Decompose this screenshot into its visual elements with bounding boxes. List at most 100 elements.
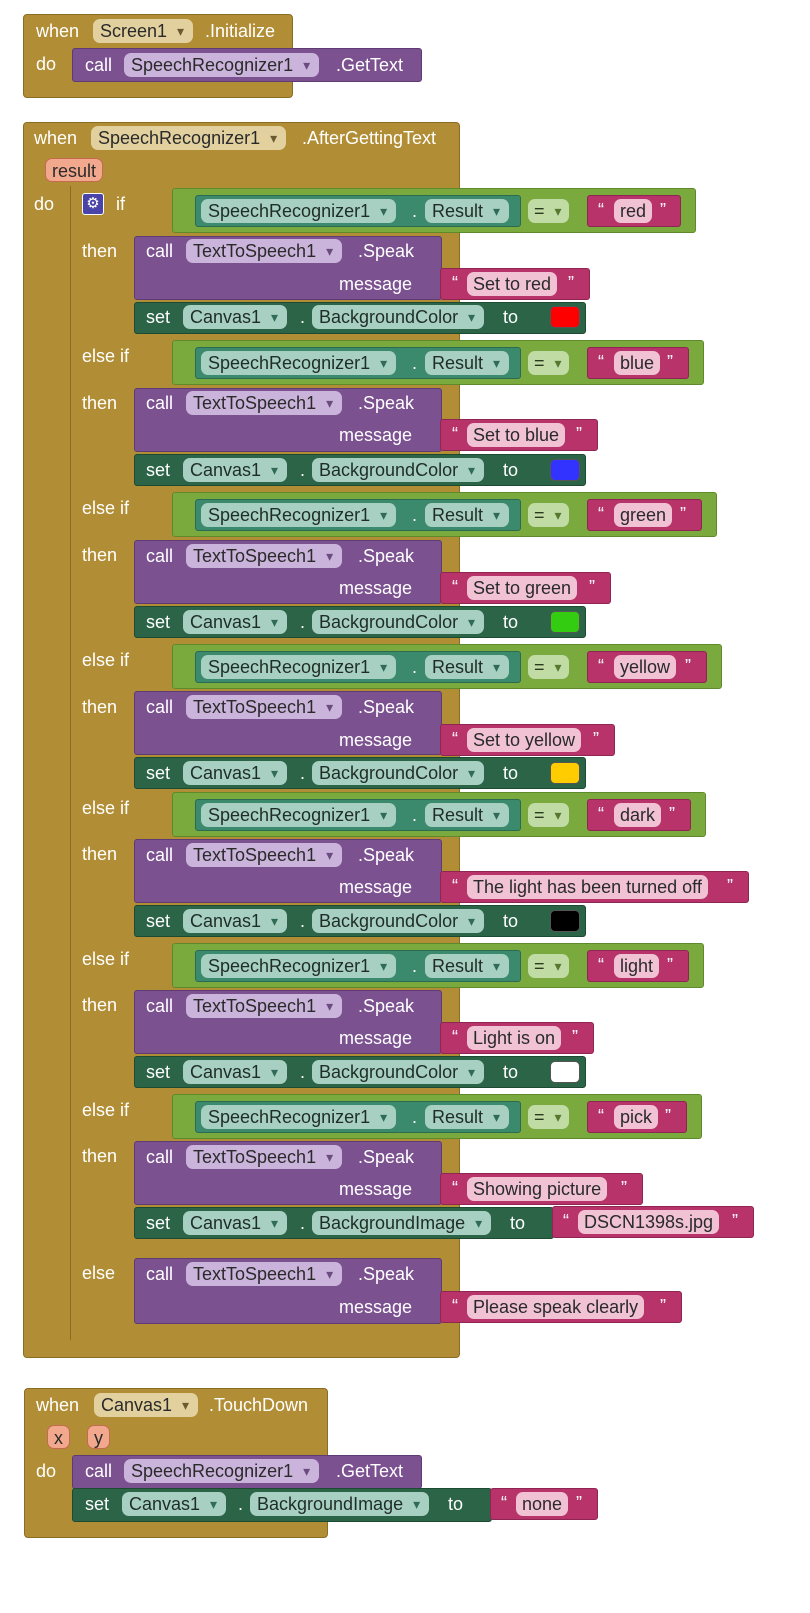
property-dropdown-backgroundcolor[interactable]: BackgroundColor [312, 610, 485, 634]
component-dropdown-texttospeech[interactable]: TextToSpeech1 [186, 843, 343, 867]
component-dropdown-canvas[interactable]: Canvas1 [183, 610, 288, 634]
string-value-light[interactable]: light [614, 954, 660, 978]
operator-dropdown-equals[interactable]: = [528, 655, 569, 679]
color-swatch-green[interactable] [550, 611, 580, 633]
component-dropdown-speechrecognizer[interactable]: SpeechRecognizer1 [201, 803, 397, 827]
operator-dropdown-equals[interactable]: = [528, 199, 569, 223]
string-value-blue[interactable]: blue [614, 351, 661, 375]
string-value-yellow[interactable]: yellow [614, 655, 677, 679]
gear-icon[interactable]: ⚙ [82, 193, 104, 215]
property-dropdown-backgroundimage[interactable]: BackgroundImage [250, 1492, 430, 1516]
dot-label: . [300, 612, 306, 632]
color-swatch-blue[interactable] [550, 459, 580, 481]
component-dropdown-speechrecognizer[interactable]: SpeechRecognizer1 [91, 126, 287, 150]
component-dropdown-canvas[interactable]: Canvas1 [94, 1393, 199, 1417]
operator-dropdown-equals[interactable]: = [528, 954, 569, 978]
message-value[interactable]: Set to blue [467, 423, 566, 447]
param-result[interactable]: result [45, 158, 104, 182]
property-dropdown-result[interactable]: Result [425, 351, 510, 375]
color-swatch-black[interactable] [550, 910, 580, 932]
operator-dropdown-equals[interactable]: = [528, 1105, 569, 1129]
message-value[interactable]: Set to green [467, 576, 578, 600]
property-dropdown-result[interactable]: Result [425, 503, 510, 527]
property-dropdown-result[interactable]: Result [425, 803, 510, 827]
message-value[interactable]: Set to yellow [467, 728, 582, 752]
component-dropdown-canvas[interactable]: Canvas1 [183, 909, 288, 933]
quote-close-icon: ” [680, 504, 686, 524]
dot-label: . [300, 911, 306, 931]
quote-close-icon: ” [732, 1211, 738, 1231]
dot-label: . [412, 1107, 418, 1127]
message-label: message [339, 1028, 413, 1048]
operator-dropdown-equals[interactable]: = [528, 503, 569, 527]
string-value-pick[interactable]: pick [614, 1105, 659, 1129]
component-dropdown-canvas[interactable]: Canvas1 [183, 305, 288, 329]
component-dropdown-speechrecognizer[interactable]: SpeechRecognizer1 [201, 503, 397, 527]
to-label: to [503, 460, 519, 480]
string-value-none[interactable]: none [516, 1492, 569, 1516]
property-dropdown-result[interactable]: Result [425, 954, 510, 978]
message-value[interactable]: Showing picture [467, 1177, 608, 1201]
quote-open-icon: “ [501, 1493, 507, 1513]
image-filename-value[interactable]: DSCN1398s.jpg [578, 1210, 720, 1234]
component-dropdown-speechrecognizer[interactable]: SpeechRecognizer1 [201, 1105, 397, 1129]
component-dropdown-speechrecognizer[interactable]: SpeechRecognizer1 [201, 954, 397, 978]
when-label: when [36, 21, 80, 41]
set-label: set [146, 307, 171, 327]
component-dropdown-texttospeech[interactable]: TextToSpeech1 [186, 1262, 343, 1286]
component-dropdown-speechrecognizer[interactable]: SpeechRecognizer1 [201, 351, 397, 375]
message-value[interactable]: The light has been turned off [467, 875, 708, 899]
component-dropdown-screen1[interactable]: Screen1 [93, 19, 194, 43]
if-label: if [116, 194, 125, 214]
property-dropdown-result[interactable]: Result [425, 199, 510, 223]
component-dropdown-texttospeech[interactable]: TextToSpeech1 [186, 695, 343, 719]
quote-open-icon: “ [452, 1296, 458, 1316]
call-label: call [146, 1147, 174, 1167]
operator-dropdown-equals[interactable]: = [528, 351, 569, 375]
string-value-green[interactable]: green [614, 503, 673, 527]
property-dropdown-backgroundcolor[interactable]: BackgroundColor [312, 909, 485, 933]
property-dropdown-backgroundcolor[interactable]: BackgroundColor [312, 761, 485, 785]
property-dropdown-result[interactable]: Result [425, 655, 510, 679]
color-swatch-yellow[interactable] [550, 762, 580, 784]
component-dropdown-canvas[interactable]: Canvas1 [183, 1211, 288, 1235]
color-swatch-red[interactable] [550, 306, 580, 328]
property-dropdown-result[interactable]: Result [425, 1105, 510, 1129]
component-dropdown-texttospeech[interactable]: TextToSpeech1 [186, 391, 343, 415]
dot-label: . [300, 460, 306, 480]
message-value[interactable]: Set to red [467, 272, 558, 296]
component-dropdown-texttospeech[interactable]: TextToSpeech1 [186, 544, 343, 568]
component-dropdown-texttospeech[interactable]: TextToSpeech1 [186, 1145, 343, 1169]
string-value-red[interactable]: red [614, 199, 653, 223]
component-dropdown-speechrecognizer[interactable]: SpeechRecognizer1 [124, 53, 320, 77]
method-name-speak: .Speak [358, 393, 415, 413]
set-label: set [146, 1213, 171, 1233]
property-dropdown-backgroundcolor[interactable]: BackgroundColor [312, 458, 485, 482]
param-x[interactable]: x [47, 1425, 70, 1449]
component-dropdown-canvas[interactable]: Canvas1 [183, 1060, 288, 1084]
method-name-speak: .Speak [358, 546, 415, 566]
param-y[interactable]: y [87, 1425, 110, 1449]
message-value[interactable]: Light is on [467, 1026, 562, 1050]
component-dropdown-canvas[interactable]: Canvas1 [183, 761, 288, 785]
component-dropdown-texttospeech[interactable]: TextToSpeech1 [186, 239, 343, 263]
property-dropdown-backgroundcolor[interactable]: BackgroundColor [312, 305, 485, 329]
to-label: to [510, 1213, 526, 1233]
property-dropdown-backgroundimage[interactable]: BackgroundImage [312, 1211, 492, 1235]
else-if-label: else if [82, 949, 130, 969]
string-value-dark[interactable]: dark [614, 803, 662, 827]
set-label: set [146, 612, 171, 632]
set-label: set [146, 460, 171, 480]
component-dropdown-canvas[interactable]: Canvas1 [122, 1492, 227, 1516]
property-dropdown-backgroundcolor[interactable]: BackgroundColor [312, 1060, 485, 1084]
operator-dropdown-equals[interactable]: = [528, 803, 569, 827]
message-value[interactable]: Please speak clearly [467, 1295, 645, 1319]
component-dropdown-speechrecognizer[interactable]: SpeechRecognizer1 [201, 199, 397, 223]
event-name-aftergettingtext: .AfterGettingText [302, 128, 437, 148]
quote-open-icon: “ [563, 1211, 569, 1231]
component-dropdown-texttospeech[interactable]: TextToSpeech1 [186, 994, 343, 1018]
component-dropdown-speechrecognizer[interactable]: SpeechRecognizer1 [201, 655, 397, 679]
color-swatch-white[interactable] [550, 1061, 580, 1083]
component-dropdown-speechrecognizer[interactable]: SpeechRecognizer1 [124, 1459, 320, 1483]
component-dropdown-canvas[interactable]: Canvas1 [183, 458, 288, 482]
